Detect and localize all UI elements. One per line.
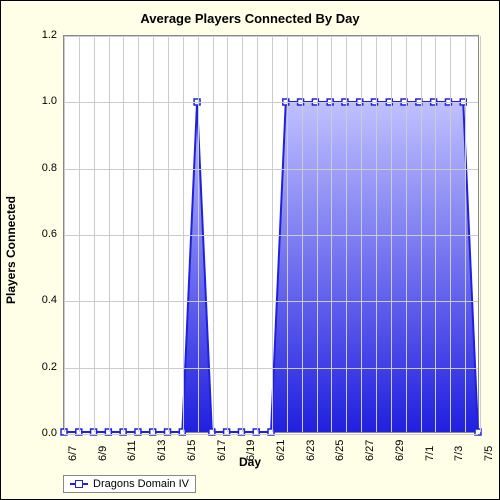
y-tick-label: 0.6 — [27, 228, 57, 240]
grid-line — [94, 36, 95, 432]
grid-line — [242, 36, 243, 432]
grid-line — [64, 36, 65, 432]
grid-line — [79, 36, 80, 432]
grid-line — [64, 36, 478, 37]
grid-line — [421, 36, 422, 432]
grid-line — [123, 36, 124, 432]
grid-line — [406, 36, 407, 432]
legend-swatch-icon — [70, 479, 88, 489]
grid-line — [138, 36, 139, 432]
x-tick-label: 6/23 — [305, 440, 317, 461]
x-tick-label: 7/1 — [424, 446, 436, 461]
grid-line — [450, 36, 451, 432]
grid-line — [64, 301, 478, 302]
grid-line — [153, 36, 154, 432]
grid-line — [480, 36, 481, 432]
x-tick-label: 6/15 — [186, 440, 198, 461]
y-tick-label: 0.8 — [27, 162, 57, 174]
grid-line — [435, 36, 436, 432]
x-tick-label: 6/11 — [126, 440, 138, 461]
x-tick-label: 6/27 — [364, 440, 376, 461]
legend-item-label: Dragons Domain IV — [93, 478, 189, 490]
y-tick-label: 0.0 — [27, 427, 57, 439]
grid-line — [109, 36, 110, 432]
grid-line — [257, 36, 258, 432]
grid-line — [302, 36, 303, 432]
chart-title: Average Players Connected By Day — [1, 11, 499, 26]
grid-line — [227, 36, 228, 432]
chart-series — [64, 36, 478, 432]
x-tick-label: 6/7 — [67, 446, 79, 461]
grid-line — [465, 36, 466, 432]
y-tick-label: 0.2 — [27, 361, 57, 373]
x-tick-label: 6/9 — [97, 446, 109, 461]
grid-line — [331, 36, 332, 432]
x-tick-label: 7/5 — [483, 446, 495, 461]
x-tick-label: 6/17 — [216, 440, 228, 461]
x-tick-label: 6/25 — [334, 440, 346, 461]
plot-area — [63, 35, 479, 433]
grid-line — [376, 36, 377, 432]
x-tick-label: 6/21 — [275, 440, 287, 461]
grid-line — [183, 36, 184, 432]
grid-line — [64, 102, 478, 103]
grid-line — [287, 36, 288, 432]
grid-line — [64, 169, 478, 170]
x-tick-label: 7/3 — [453, 446, 465, 461]
grid-line — [64, 235, 478, 236]
chart-container: Average Players Connected By Day Players… — [0, 0, 500, 500]
grid-line — [198, 36, 199, 432]
grid-line — [64, 368, 478, 369]
grid-line — [213, 36, 214, 432]
series-area — [64, 102, 478, 432]
y-tick-label: 0.4 — [27, 294, 57, 306]
grid-line — [64, 434, 478, 435]
legend: Dragons Domain IV — [63, 475, 196, 493]
y-tick-label: 1.2 — [27, 29, 57, 41]
grid-line — [361, 36, 362, 432]
grid-line — [168, 36, 169, 432]
grid-line — [391, 36, 392, 432]
x-tick-label: 6/19 — [245, 440, 257, 461]
y-axis-label: Players Connected — [4, 196, 18, 304]
grid-line — [346, 36, 347, 432]
y-tick-label: 1.0 — [27, 95, 57, 107]
x-tick-label: 6/13 — [156, 440, 168, 461]
x-tick-label: 6/29 — [394, 440, 406, 461]
grid-line — [317, 36, 318, 432]
grid-line — [272, 36, 273, 432]
